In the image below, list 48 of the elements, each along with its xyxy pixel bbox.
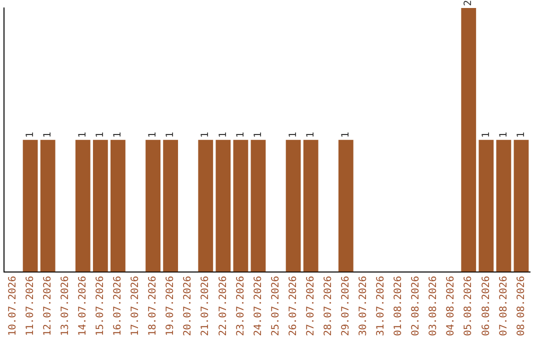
x-tick-label: 17.07.2026 [130,276,142,336]
data-label: 1 [480,132,492,138]
x-tick-label: 24.07.2026 [252,276,264,336]
x-tick-label: 02.08.2026 [410,276,422,336]
x-tick-label: 19.07.2026 [165,276,176,336]
data-label: 1 [24,132,36,138]
x-tick-label: 15.07.2026 [95,276,106,336]
data-label: 1 [498,132,510,138]
data-label: 1 [288,132,299,138]
x-tick-label: 03.08.2026 [428,276,440,336]
x-tick-label: 07.08.2026 [498,276,510,336]
data-label: 1 [148,132,159,138]
data-label: 1 [235,132,246,138]
x-tick-label: 05.08.2026 [463,276,474,336]
x-tick-label: 10.07.2026 [7,276,18,336]
x-tick-label: 31.07.2026 [376,276,387,336]
data-label: 1 [77,132,88,138]
x-tick-label: 01.08.2026 [393,276,404,336]
data-label: 1 [516,132,527,138]
data-label: 1 [165,132,176,138]
x-tick-label: 22.07.2026 [218,276,229,336]
x-tick-label: 25.07.2026 [270,276,282,336]
data-label: 1 [112,132,124,138]
data-label: 1 [200,132,212,138]
data-label: 2 [463,0,474,6]
x-tick-label: 30.07.2026 [358,276,370,336]
data-label: 1 [95,132,106,138]
data-label: 1 [340,132,352,138]
x-tick-label: 21.07.2026 [200,276,212,336]
x-tick-label: 27.07.2026 [305,276,316,336]
data-label: 1 [42,132,54,138]
data-label: 1 [305,132,316,138]
x-tick-label: 28.07.2026 [322,276,334,336]
x-tick-label: 11.07.2026 [24,276,36,336]
data-label: 1 [252,132,264,138]
x-tick-label: 14.07.2026 [77,276,88,336]
x-tick-label: 18.07.2026 [148,276,159,336]
x-tick-label: 06.08.2026 [480,276,492,336]
x-tick-label: 08.08.2026 [516,276,527,336]
x-tick-label: 13.07.2026 [60,276,71,336]
x-tick-label: 23.07.2026 [235,276,246,336]
x-tick-label: 29.07.2026 [340,276,352,336]
data-label: 1 [218,132,229,138]
x-tick-label: 04.08.2026 [446,276,457,336]
x-tick-label: 26.07.2026 [288,276,299,336]
x-tick-label: 12.07.2026 [42,276,54,336]
x-tick-label: 20.07.2026 [182,276,194,336]
x-tick-label: 16.07.2026 [112,276,124,336]
